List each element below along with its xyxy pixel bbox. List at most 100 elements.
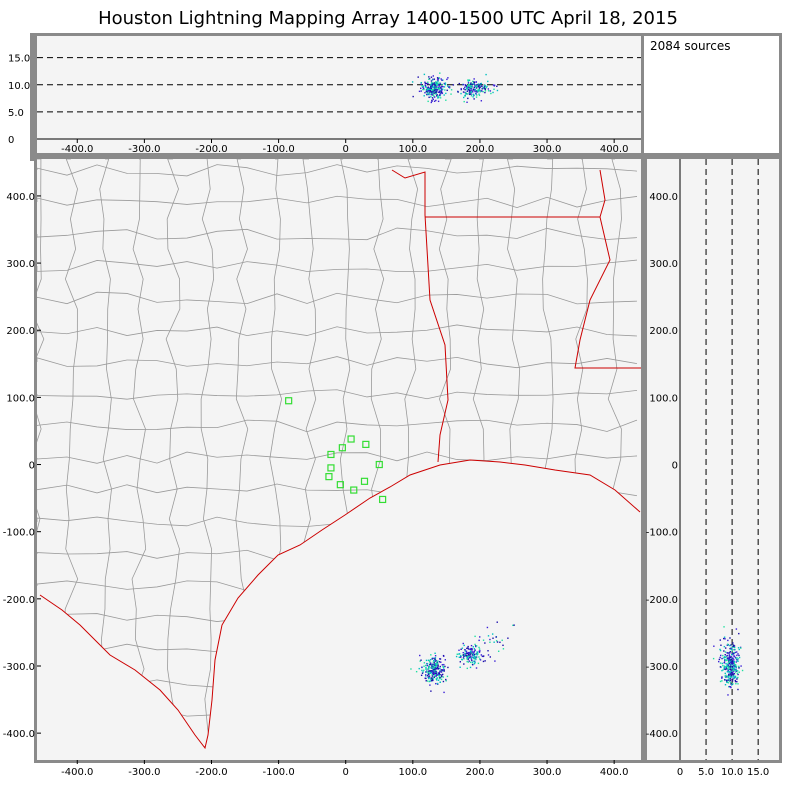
map-source-point (467, 647, 469, 649)
side-source-point (730, 647, 732, 650)
top-source-point (463, 88, 465, 90)
top-source-point (468, 86, 470, 89)
map-source-point (487, 650, 489, 652)
map-source-point (434, 668, 437, 670)
map-source-point (423, 669, 425, 672)
map-source-point (446, 675, 449, 678)
map-source-point (428, 676, 431, 679)
side-source-point (732, 664, 734, 666)
map-source-point (434, 655, 437, 657)
top-source-point (439, 86, 442, 88)
map-source-point (462, 654, 465, 656)
side-source-point (737, 658, 739, 660)
top-source-point (473, 98, 475, 100)
map-source-point (432, 670, 434, 672)
top-source-point (426, 87, 428, 90)
map-source-point (470, 652, 472, 654)
top-source-point (483, 86, 485, 88)
top-source-point (441, 92, 444, 94)
top-source-point (486, 85, 488, 88)
top-source-point (484, 90, 487, 92)
top-source-point (441, 83, 443, 86)
map-source-point (444, 659, 447, 661)
map-source-point (475, 645, 478, 647)
side-x-tick-label: 15.0 (747, 767, 769, 778)
map-source-point (443, 669, 445, 671)
side-source-point (733, 649, 735, 651)
map-source-point (420, 659, 422, 661)
map-source-point (487, 635, 490, 637)
top-source-point (436, 95, 438, 97)
top-source-point (470, 89, 473, 91)
map-source-point (442, 665, 444, 668)
side-source-point (734, 648, 736, 651)
top-source-point (431, 84, 434, 86)
map-source-point (415, 670, 418, 673)
top-source-point (427, 93, 429, 96)
map-source-point (431, 678, 433, 680)
top-source-point (496, 85, 498, 88)
map-source-point (435, 675, 437, 677)
side-source-point (731, 649, 733, 652)
side-source-point (729, 660, 732, 662)
side-source-point (733, 667, 735, 670)
side-source-point (721, 662, 724, 665)
map-source-point (424, 677, 426, 679)
top-source-point (472, 80, 474, 83)
side-source-point (729, 664, 732, 667)
side-source-point (733, 645, 736, 647)
map-source-point (432, 661, 435, 663)
top-source-point (440, 78, 442, 80)
map-source-point (475, 667, 478, 669)
side-source-point (728, 661, 730, 664)
top-source-point (427, 87, 429, 89)
map-source-point (436, 663, 439, 665)
top-source-point (440, 87, 442, 89)
map-y-tick-label: 0 (29, 461, 35, 472)
top-source-point (470, 93, 472, 95)
top-source-point (431, 79, 434, 81)
map-source-point (467, 645, 469, 648)
map-source-point (489, 638, 491, 641)
top-source-point (433, 90, 435, 92)
map-source-point (431, 664, 433, 666)
map-source-point (422, 671, 424, 673)
map-source-point (469, 650, 472, 653)
top-source-point (432, 90, 434, 92)
map-source-point (469, 652, 471, 655)
top-source-point (490, 92, 492, 95)
top-source-point (450, 93, 452, 95)
map-source-point (473, 654, 476, 656)
map-source-point (419, 654, 421, 657)
side-source-point (719, 662, 722, 664)
top-source-point (484, 88, 486, 91)
top-source-point (487, 88, 490, 90)
side-source-point (712, 657, 715, 660)
top-source-point (425, 89, 428, 92)
map-source-point (440, 678, 443, 681)
map-source-point (427, 676, 429, 678)
map-source-point (501, 639, 503, 642)
side-source-point (728, 656, 730, 659)
map-source-point (480, 654, 483, 656)
top-source-point (433, 89, 436, 92)
side-source-point (729, 679, 732, 682)
top-source-point (421, 85, 423, 87)
side-source-point (729, 686, 732, 688)
map-source-point (424, 664, 427, 667)
map-source-point (437, 664, 439, 666)
map-source-point (439, 671, 441, 673)
side-source-point (728, 657, 730, 660)
map-source-point (436, 682, 439, 685)
map-source-point (435, 668, 437, 670)
map-source-point (430, 690, 432, 692)
map-source-point (428, 665, 431, 668)
map-source-point (425, 677, 427, 680)
map-source-point (425, 674, 427, 676)
top-y-tick-label: 10.0 (8, 81, 30, 92)
map-source-point (431, 657, 434, 659)
map-source-point (496, 641, 499, 643)
side-source-point (736, 654, 738, 657)
side-source-point (722, 664, 724, 667)
map-source-point (464, 652, 466, 654)
